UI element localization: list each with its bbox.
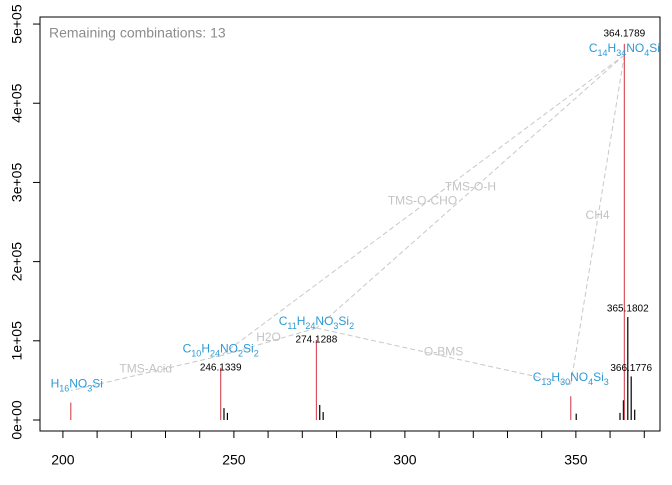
mz-label: 365.1802	[607, 304, 649, 315]
loss-label: TMS-O-CHO	[388, 194, 457, 208]
plot-box	[39, 16, 661, 432]
loss-edge	[220, 327, 317, 357]
y-tick-label: 4e+05	[9, 83, 25, 123]
mz-label: 366.1776	[610, 363, 652, 374]
loss-edge	[220, 54, 625, 357]
y-tick-label: 5e+05	[9, 4, 25, 44]
loss-label: TMS-Acid	[119, 361, 172, 375]
mz-label: 364.1789	[604, 28, 646, 39]
axes: 200 250 300 350 0e+00 1e+05 2e+05 3e+05 4e+05 5e+…	[9, 4, 645, 468]
loss-label: CH4	[586, 208, 610, 222]
y-tick-label: 1e+05	[9, 321, 25, 361]
mz-label: 246.1339	[200, 362, 242, 373]
y-tick-label: 2e+05	[9, 242, 25, 282]
formula-label: C13H30NO4Si3	[533, 370, 609, 387]
loss-edge	[70, 355, 221, 392]
y-tick-label: 0e+00	[9, 400, 25, 440]
y-tick-label: 3e+05	[9, 163, 25, 203]
x-tick-label: 200	[51, 452, 75, 468]
x-tick-label: 250	[222, 452, 246, 468]
x-tick-label: 300	[393, 452, 417, 468]
plot-area: Remaining combinations: 13 TMS-O-HTMS-O-C…	[49, 25, 660, 420]
loss-label: H2O	[256, 330, 281, 344]
formula-label: C10H24NO2Si2	[183, 342, 259, 359]
loss-edge	[316, 327, 571, 385]
loss-edge	[316, 54, 625, 329]
loss-label: O-BMS	[424, 344, 463, 358]
mz-label: 274.1288	[296, 335, 338, 346]
formula-label: C11H24NO3Si2	[279, 314, 354, 331]
formula-label: C14H34NO4Si	[589, 41, 660, 58]
formula-label: H16NO3Si	[51, 377, 103, 394]
loss-label: TMS-O-H	[445, 180, 496, 194]
annotation: Remaining combinations: 13	[49, 25, 226, 41]
x-tick-label: 350	[564, 452, 588, 468]
